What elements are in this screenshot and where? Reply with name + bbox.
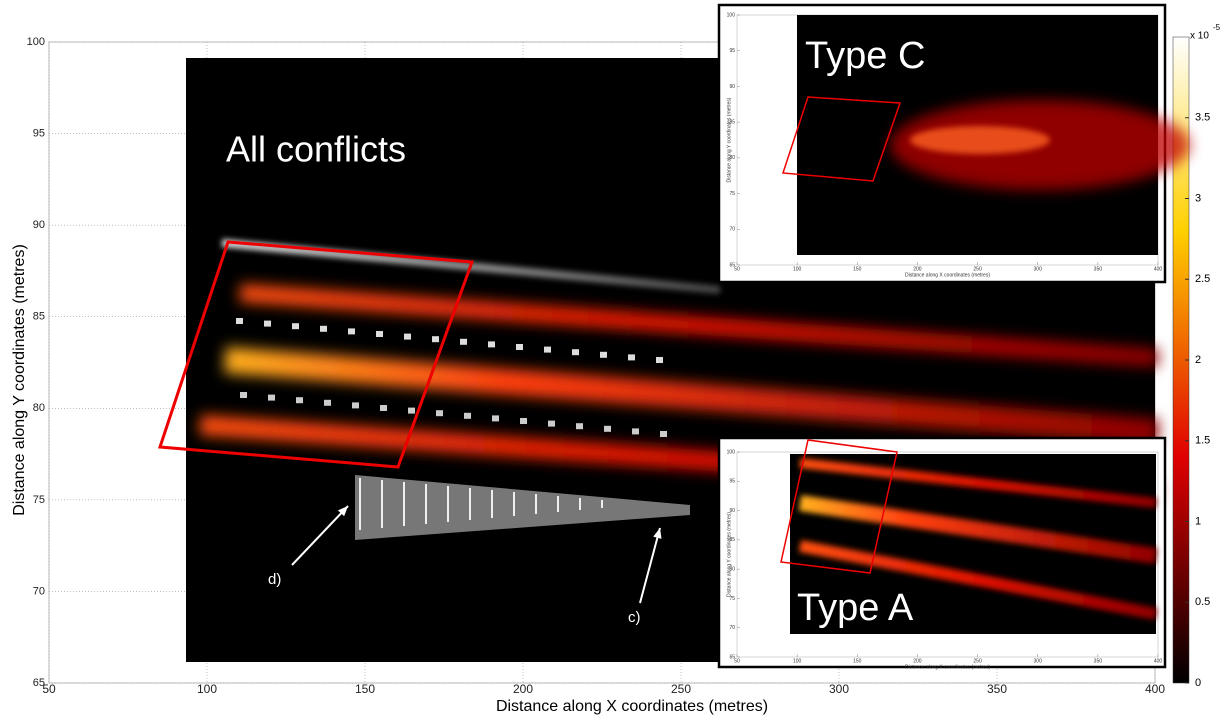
- lane-marking: [604, 426, 611, 432]
- lane-marking: [660, 431, 667, 437]
- colorbar-exponent: -5: [1213, 23, 1221, 32]
- inset-y-tick-label: 65: [729, 654, 735, 660]
- inset-x-label: Distance along X coordinates (metres): [905, 272, 990, 278]
- y-tick-label: 65: [33, 677, 45, 689]
- inset-x-tick-label: 150: [853, 266, 862, 272]
- inset-label: Type A: [797, 587, 914, 629]
- lane-marking: [408, 408, 415, 414]
- lane-marking: [292, 323, 299, 329]
- x-tick-label: 300: [829, 682, 849, 696]
- lane-marking: [632, 428, 639, 434]
- inset-x-tick-label: 400: [1154, 658, 1163, 664]
- colorbar-tick-label: 3.5: [1195, 112, 1210, 124]
- x-tick-label: 250: [671, 682, 691, 696]
- inset-x-tick-label: 50: [734, 658, 740, 664]
- inset-y-tick-label: 65: [729, 262, 735, 268]
- y-tick-label: 95: [33, 127, 45, 139]
- lane-marking: [656, 357, 663, 363]
- inset-x-tick-label: 100: [793, 658, 802, 664]
- x-tick-label: 350: [987, 682, 1007, 696]
- lane-marking: [548, 421, 555, 427]
- lane-marking: [516, 344, 523, 350]
- inset-y-tick-label: 100: [727, 12, 736, 18]
- y-tick-label: 80: [33, 402, 45, 414]
- annotation: All conflicts: [226, 129, 406, 170]
- inset-y-tick-label: 70: [729, 625, 735, 631]
- figure: 5010015020025030035040065707580859095100…: [0, 0, 1227, 723]
- y-tick-label: 70: [33, 585, 45, 597]
- inset-y-tick-label: 100: [727, 449, 736, 455]
- inset-x-tick-label: 350: [1094, 266, 1103, 272]
- annotation: d): [268, 571, 281, 588]
- inset-y-tick-label: 75: [729, 191, 735, 197]
- inset-x-tick-label: 300: [1034, 266, 1043, 272]
- lane-marking: [268, 395, 275, 401]
- lane-marking: [404, 334, 411, 340]
- lane-marking: [436, 410, 443, 416]
- x-tick-label: 400: [1145, 682, 1165, 696]
- inset-y-tick-label: 95: [729, 48, 735, 54]
- lane-marking: [432, 336, 439, 342]
- lane-marking: [460, 339, 467, 345]
- colorbar-tick-label: 3: [1195, 192, 1201, 204]
- colorbar-tick-label: 2.5: [1195, 273, 1210, 285]
- inset-x-tick-label: 350: [1094, 658, 1103, 664]
- lane-marking: [348, 328, 355, 334]
- lane-marking: [572, 349, 579, 355]
- inset-label: Type C: [805, 35, 925, 77]
- inset-x-tick-label: 150: [853, 658, 862, 664]
- inset-y-tick-label: 90: [729, 84, 735, 90]
- lane-marking: [520, 418, 527, 424]
- inset-y-label: Distance along Y coordinates (metres): [726, 97, 732, 182]
- lane-marking: [352, 402, 359, 408]
- colorbar-tick-label: 1.5: [1195, 435, 1210, 447]
- colorbar-tick-label: 0.5: [1195, 596, 1210, 608]
- colorbar-tick-label: 1: [1195, 515, 1201, 527]
- lane-marking: [236, 318, 243, 324]
- lane-marking: [600, 352, 607, 358]
- lane-marking: [264, 321, 271, 327]
- inset-x-tick-label: 50: [734, 266, 740, 272]
- lane-marking: [488, 341, 495, 347]
- lane-marking: [576, 423, 583, 429]
- inset-y-tick-label: 70: [729, 227, 735, 233]
- inset-y-label: Distance along Y coordinates (metres): [726, 512, 732, 597]
- lane-marking: [320, 326, 327, 332]
- lane-marking: [380, 405, 387, 411]
- inset-x-tick-label: 100: [793, 266, 802, 272]
- x-tick-label: 150: [355, 682, 375, 696]
- lane-marking: [492, 415, 499, 421]
- inset-x-tick-label: 400: [1154, 266, 1163, 272]
- annotation: c): [628, 609, 641, 626]
- lane-marking: [544, 347, 551, 353]
- colorbar-multiplier: x 10: [1190, 31, 1209, 42]
- y-tick-label: 85: [33, 311, 45, 323]
- lane-marking: [628, 354, 635, 360]
- y-axis-label: Distance along Y coordinates (metres): [11, 244, 28, 516]
- inset-x-tick-label: 300: [1034, 658, 1043, 664]
- inset-y-tick-label: 95: [729, 479, 735, 485]
- inset-x-label: Distance along X coordinates (metres): [905, 664, 990, 670]
- lane-marking: [376, 331, 383, 337]
- lane-marking: [464, 413, 471, 419]
- colorbar-tick-label: 2: [1195, 354, 1201, 366]
- y-tick-label: 90: [33, 219, 45, 231]
- lane-marking: [240, 392, 247, 398]
- x-tick-label: 100: [197, 682, 217, 696]
- x-tick-label: 200: [513, 682, 533, 696]
- lane-marking: [296, 397, 303, 403]
- y-tick-label: 75: [33, 494, 45, 506]
- lane-marking: [324, 400, 331, 406]
- colorbar-tick-label: 0: [1195, 677, 1201, 689]
- inset-hotspot: [910, 126, 1050, 154]
- x-axis-label: Distance along X coordinates (metres): [496, 698, 768, 715]
- y-tick-label: 100: [27, 36, 45, 48]
